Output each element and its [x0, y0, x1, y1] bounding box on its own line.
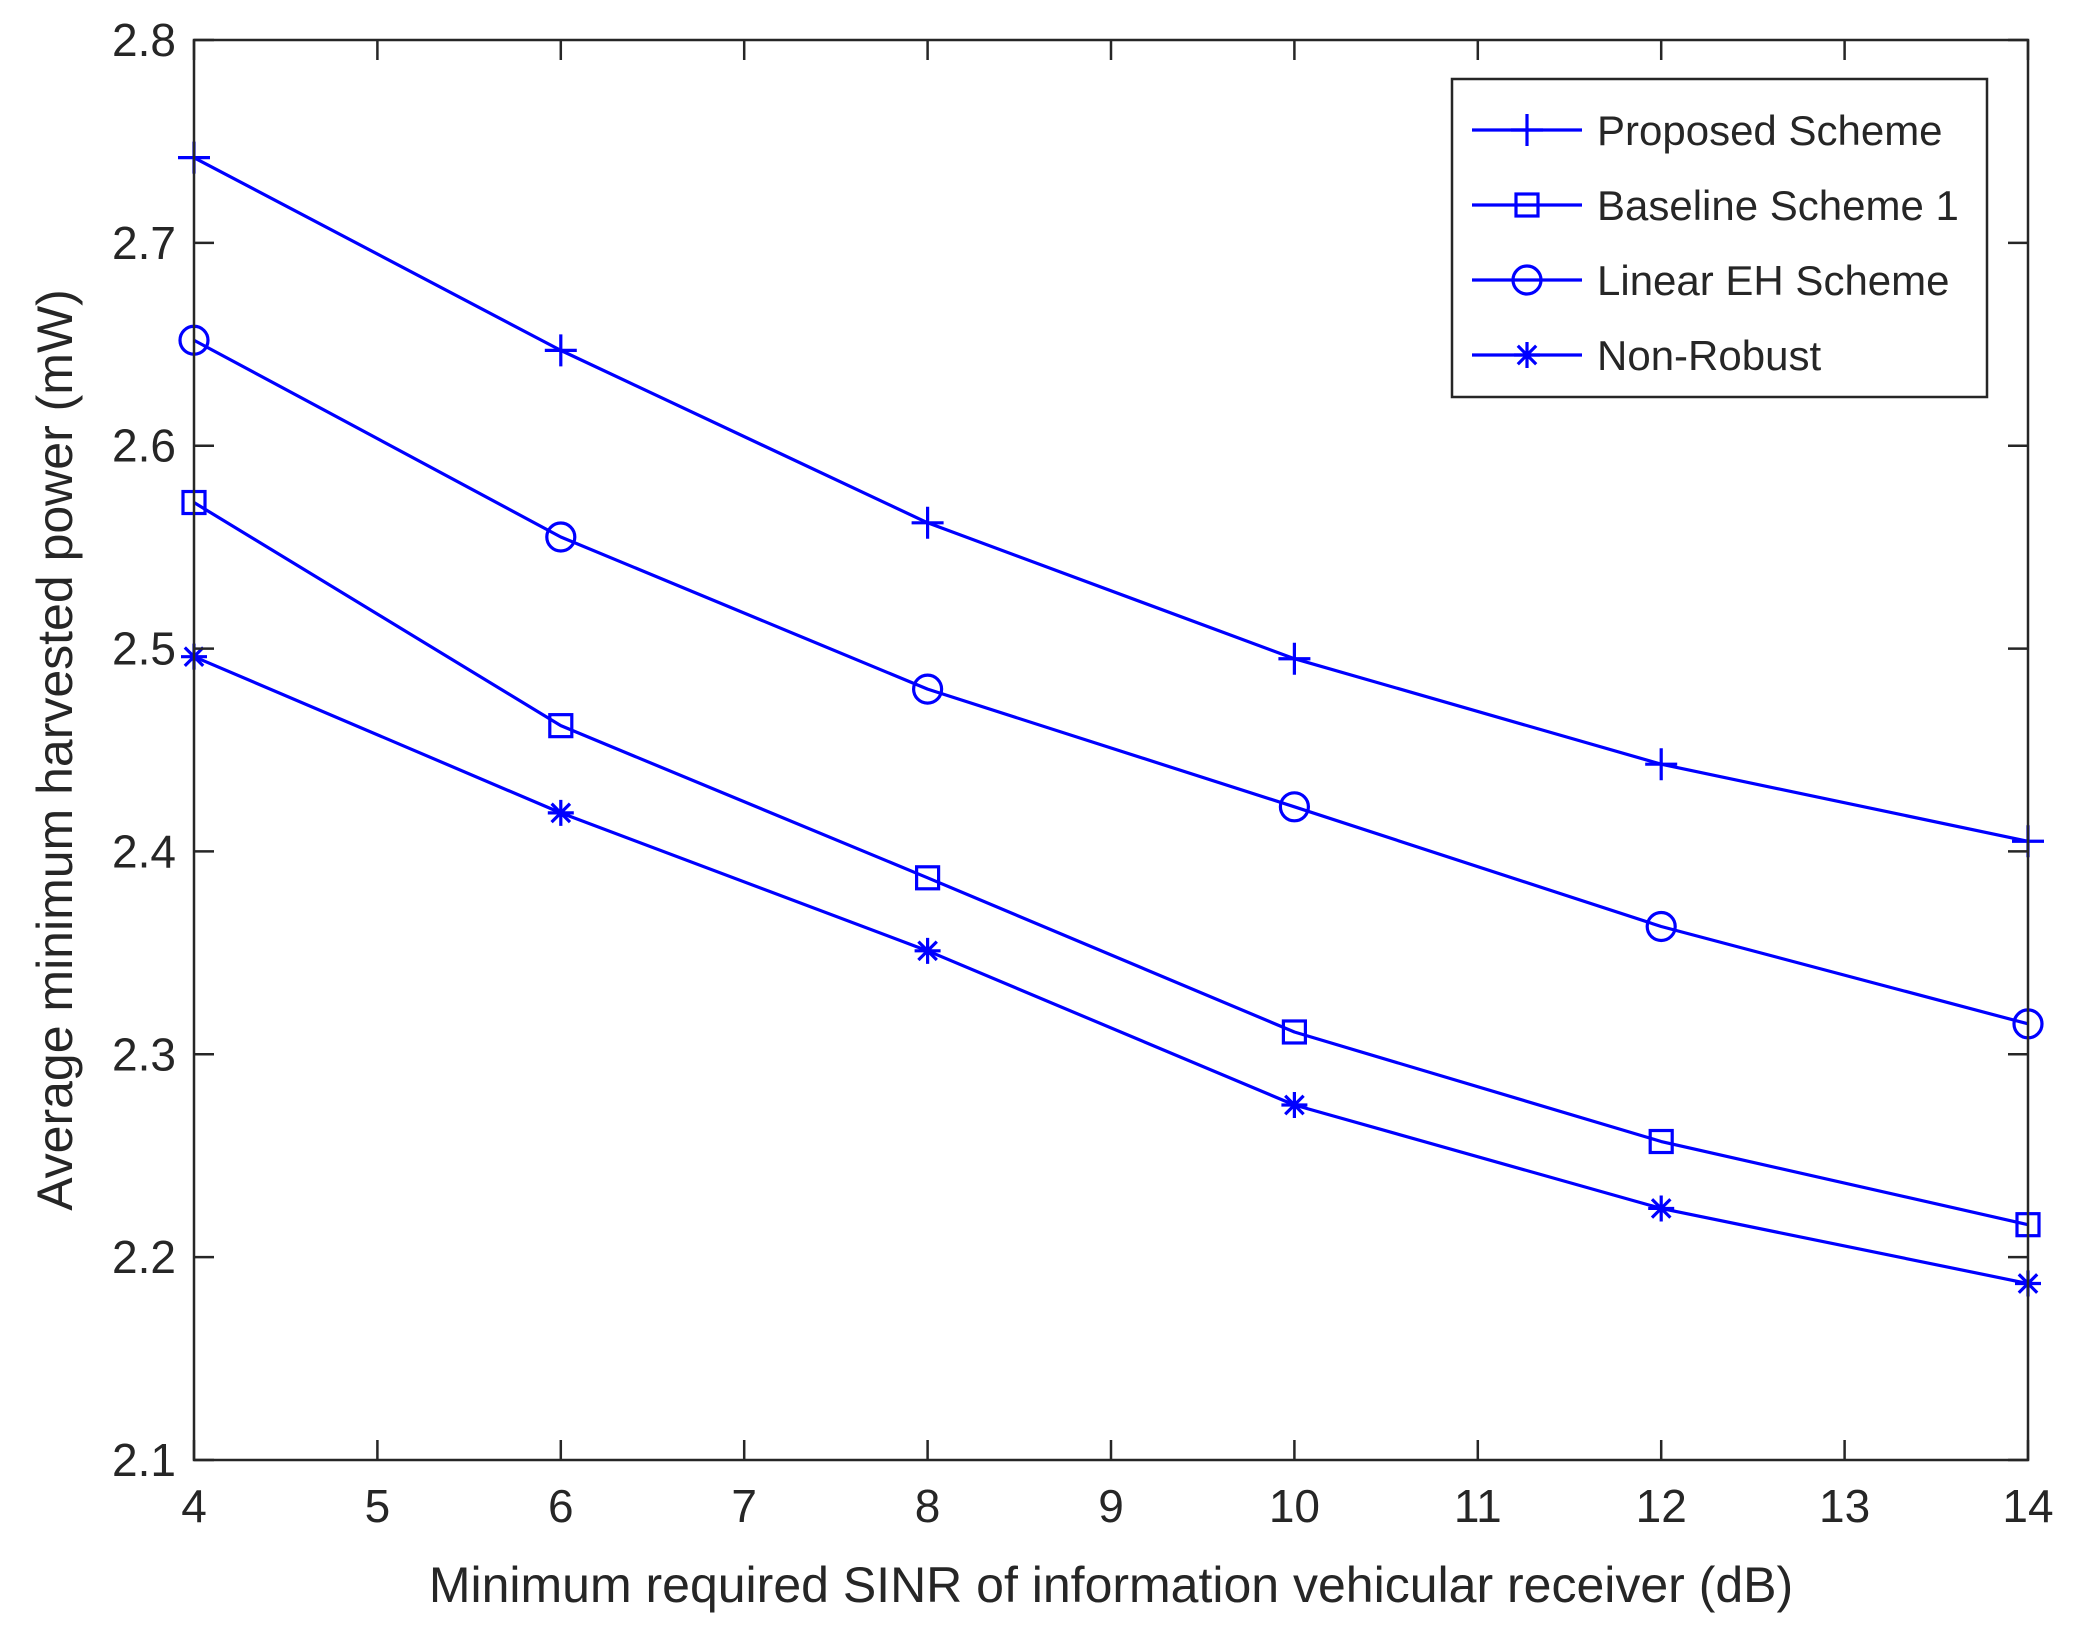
legend-marker-circle: [1511, 264, 1543, 296]
y-tick-label: 2.2: [112, 1231, 176, 1283]
data-point-baseline-scheme-1: [1648, 1128, 1674, 1155]
data-point-proposed-scheme: [1645, 748, 1678, 781]
y-tick-label: 2.7: [112, 217, 176, 269]
legend-marker-square: [1514, 192, 1540, 218]
legend-entry-linear-eh-scheme: Linear EH Scheme: [1472, 257, 1950, 304]
legend-label: Linear EH Scheme: [1597, 257, 1950, 304]
x-tick-label: 5: [365, 1480, 391, 1532]
series-line-baseline-scheme-1: [193, 501, 2029, 1227]
series-line-non-robust: [193, 655, 2029, 1286]
x-tick-label: 4: [181, 1480, 207, 1532]
series-layer: [178, 141, 2044, 1297]
x-axis-label: Minimum required SINR of information veh…: [429, 1557, 1793, 1613]
plot-frame: [192, 38, 2030, 1462]
legend-label: Non-Robust: [1597, 332, 1821, 379]
legend-entry-baseline-scheme-1: Baseline Scheme 1: [1472, 182, 1959, 229]
x-tick-label: 9: [1098, 1480, 1124, 1532]
data-point-linear-eh-scheme: [1278, 791, 1311, 823]
x-tick-label: 11: [1454, 1480, 1502, 1532]
x-tick-label: 7: [731, 1480, 757, 1532]
data-point-non-robust: [547, 799, 574, 826]
legend-marker-plus: [1511, 114, 1543, 146]
y-tick-label: 2.6: [112, 420, 176, 472]
data-point-non-robust: [1281, 1092, 1308, 1118]
data-point-baseline-scheme-1: [548, 713, 574, 739]
legend-entry-proposed-scheme: Proposed Scheme: [1472, 107, 1943, 154]
legend: Proposed Scheme Baseline Scheme 1 Linear E…: [1450, 77, 1989, 399]
legend-marker-asterisk: [1514, 342, 1540, 368]
legend-label: Proposed Scheme: [1597, 107, 1943, 154]
data-point-linear-eh-scheme: [545, 521, 577, 553]
x-tick-label: 13: [1819, 1480, 1870, 1532]
y-tick-label: 2.4: [112, 825, 176, 877]
legend-entry-non-robust: Non-Robust: [1472, 332, 1821, 379]
y-axis-label: Average minimum harvested power (mW): [27, 289, 83, 1211]
series-line-linear-eh-scheme: [193, 338, 2029, 1026]
series-non-robust: [181, 643, 2041, 1297]
series-line-proposed-scheme: [193, 156, 2029, 843]
x-tick-label: 10: [1269, 1480, 1320, 1532]
legend-label: Baseline Scheme 1: [1597, 182, 1959, 229]
data-point-proposed-scheme: [1278, 642, 1311, 675]
y-tick-label: 2.8: [112, 14, 176, 66]
data-point-proposed-scheme: [544, 334, 577, 367]
x-tick-label: 14: [2002, 1480, 2053, 1532]
legend-box: [1450, 77, 1989, 399]
y-tick-label: 2.1: [112, 1434, 176, 1486]
x-tick-label: 8: [915, 1480, 941, 1532]
x-tick-label: 12: [1636, 1480, 1687, 1532]
data-point-non-robust: [1648, 1195, 1675, 1222]
y-tick-label: 2.5: [112, 623, 176, 675]
data-point-linear-eh-scheme: [1645, 910, 1677, 943]
data-point-linear-eh-scheme: [911, 673, 944, 705]
ticks-layer: 4 5 6 7 8 9 10 11 12 13 14 2.1 2.2 2.3 2.4 2.5 2.6 2.7 2.8: [112, 14, 2054, 1532]
x-tick-label: 6: [548, 1480, 574, 1532]
data-point-non-robust: [914, 937, 941, 964]
y-tick-label: 2.3: [112, 1028, 176, 1080]
data-point-proposed-scheme: [911, 506, 944, 539]
data-point-baseline-scheme-1: [1281, 1019, 1308, 1045]
data-point-baseline-scheme-1: [914, 865, 941, 891]
